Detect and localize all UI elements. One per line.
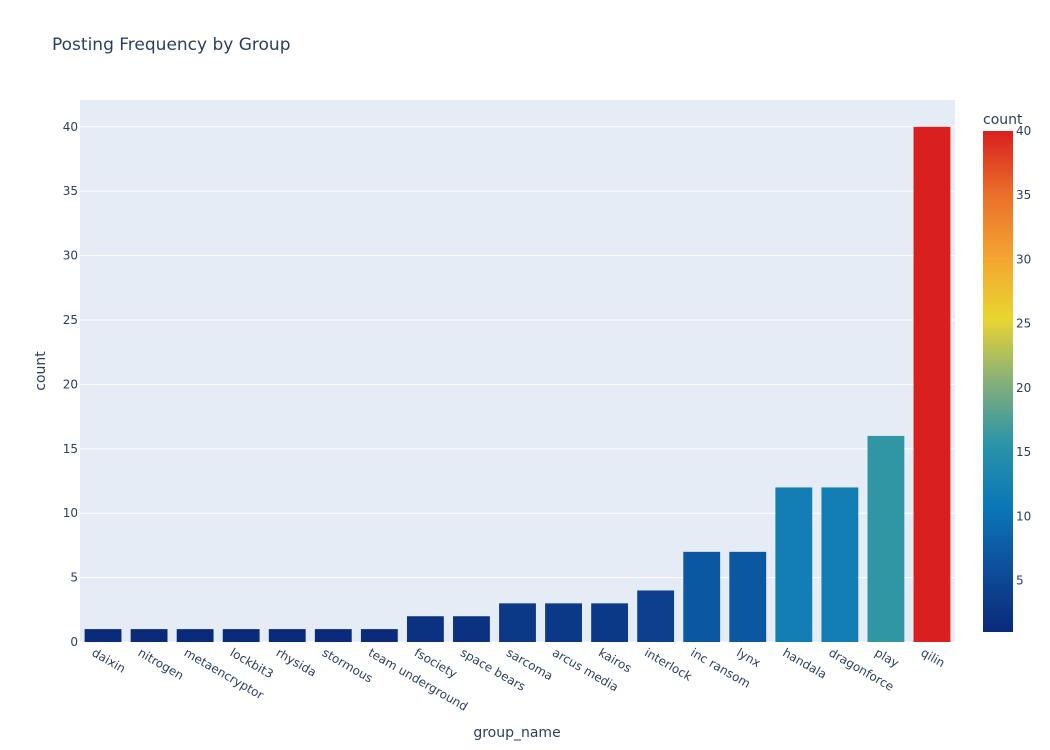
x-tick-label: stormous (320, 645, 375, 685)
x-tick-label: play (872, 645, 901, 670)
bar-play[interactable] (867, 435, 905, 642)
bar-handala[interactable] (775, 487, 813, 642)
y-tick-label: 35 (63, 184, 78, 198)
colorbar-gradient (983, 131, 1013, 632)
bar-sarcoma[interactable] (499, 603, 536, 642)
colorbar-tick-label: 35 (1016, 188, 1031, 202)
bar-nitrogen[interactable] (130, 629, 168, 642)
x-tick-label: lynx (734, 645, 763, 670)
bar-lynx[interactable] (729, 551, 767, 642)
chart-title: Posting Frequency by Group (52, 35, 291, 55)
x-tick-label: rhysida (274, 645, 319, 679)
y-axis-title: count (33, 351, 49, 391)
y-tick-label: 15 (63, 442, 78, 456)
x-tick-label: daixin (90, 645, 128, 675)
bar-kairos[interactable] (591, 603, 629, 642)
x-tick-label: qilin (918, 645, 947, 670)
colorbar-tick-label: 40 (1016, 124, 1031, 138)
y-axis-ticks: 0 5 10 15 20 25 30 35 40 (63, 120, 78, 649)
bar-lockbit3[interactable] (222, 629, 260, 642)
colorbar-tick-label: 30 (1016, 252, 1031, 266)
y-tick-label: 30 (63, 249, 78, 263)
x-axis-ticks: daixin nitrogenmetaencryptorlockbit3rhysi… (90, 645, 948, 713)
bar-daixin[interactable] (84, 629, 122, 642)
bar-rhysida[interactable] (268, 629, 306, 642)
x-tick-label: interlock (642, 645, 694, 683)
y-tick-label: 20 (63, 377, 78, 391)
bar-arcus-media[interactable] (545, 603, 582, 642)
x-tick-label: nitrogen (136, 645, 187, 682)
bar-metaencryptor[interactable] (176, 629, 214, 642)
y-tick-label: 25 (63, 313, 78, 327)
x-tick-label: metaencryptor (182, 645, 266, 702)
bar-team-underground[interactable] (360, 629, 398, 642)
colorbar-tick-label: 5 (1016, 574, 1024, 588)
bar-stormous[interactable] (314, 629, 352, 642)
colorbar-tick-label: 20 (1016, 381, 1031, 395)
y-tick-label: 40 (63, 120, 78, 134)
bar-dragonforce[interactable] (821, 487, 859, 642)
bar-fsociety[interactable] (406, 616, 444, 642)
colorbar-title: count (983, 112, 1023, 128)
colorbar-tick-label: 15 (1016, 445, 1031, 459)
bar-space-bears[interactable] (453, 616, 490, 642)
bar-inc-ransom[interactable] (683, 551, 721, 642)
y-tick-label: 10 (63, 506, 78, 520)
y-tick-label: 5 (70, 571, 78, 585)
bars (84, 126, 951, 643)
x-axis-title: group_name (473, 725, 560, 741)
colorbar-tick-label: 10 (1016, 509, 1031, 523)
colorbar: count 5 10 15 20 25 30 35 40 (983, 112, 1031, 632)
y-tick-label: 0 (70, 635, 78, 649)
colorbar-tick-label: 25 (1016, 317, 1031, 331)
colorbar-ticks: 5 10 15 20 25 30 35 40 (1016, 124, 1031, 588)
x-tick-label: handala (780, 645, 829, 681)
bar-interlock[interactable] (637, 590, 675, 642)
bar-qilin[interactable] (913, 126, 951, 643)
